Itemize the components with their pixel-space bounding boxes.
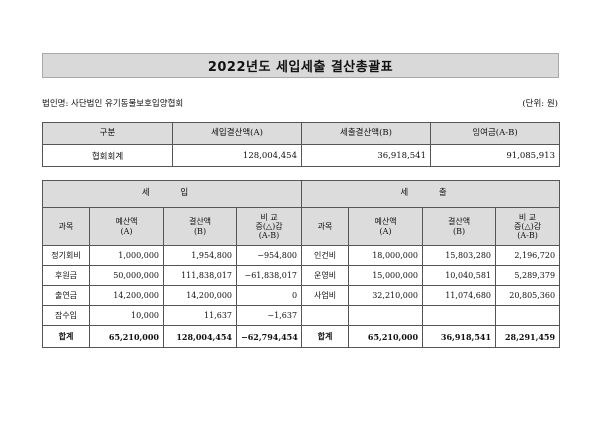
section-header-row: 세 입 세 출 [41,180,561,208]
revenue-total-actual: 128,004,454 [163,325,237,348]
table-row: 출연금 14,200,000 14,200,000 0 사업비 32,210,0… [42,285,561,306]
summary-category: 협회회계 [42,144,173,167]
expense-item: 운영비 [301,265,350,286]
expense-section-title: 세 출 [301,180,561,208]
column-header-row: 과목 예산액 (A) 결산액 (B) 비 교 증(△)감 (A-B) 과목 예산… [42,207,561,246]
revenue-actual: 11,637 [163,305,237,326]
revenue-actual: 111,838,017 [163,265,237,286]
revenue-item: 정기회비 [42,245,90,266]
expense-budget [348,305,424,326]
summary-table: 구분 세입결산액(A) 세출결산액(B) 잉여금(A-B) 협회회계 128,0… [42,122,560,167]
revenue-budget: 10,000 [89,305,164,326]
expense-item: 사업비 [301,285,350,306]
expense-budget: 32,210,000 [348,285,424,306]
revenue-diff: −61,838,017 [235,265,303,286]
unit-label: (단위: 원) [522,99,558,109]
expense-diff: 5,289,379 [495,265,561,286]
summary-expense: 36,918,541 [301,144,431,167]
expense-total-actual: 36,918,541 [422,325,497,348]
expense-total-diff: 28,291,459 [495,325,561,348]
expense-budget: 15,000,000 [348,265,424,286]
revenue-total-label: 합계 [42,325,90,348]
summary-header-expense: 세출결산액(B) [301,122,431,145]
revenue-header-item: 과목 [42,207,90,246]
organization-label: 법인명: 사단법인 유기동물보호입양협회 [42,99,184,109]
revenue-budget: 14,200,000 [89,285,164,306]
revenue-header-diff: 비 교 증(△)감 (A-B) [235,207,303,246]
expense-header-item: 과목 [301,207,350,246]
expense-header-budget: 예산액 (A) [348,207,424,246]
revenue-total-diff: −62,794,454 [235,325,303,348]
expense-budget: 18,000,000 [348,245,424,266]
summary-header-category: 구분 [42,122,173,145]
expense-actual [422,305,497,326]
revenue-section-title: 세 입 [41,180,303,208]
revenue-diff: −954,800 [235,245,303,266]
expense-total-label: 합계 [301,325,350,348]
revenue-header-actual: 결산액 (B) [163,207,237,246]
expense-actual: 11,074,680 [422,285,497,306]
expense-item [301,305,350,326]
summary-revenue: 128,004,454 [172,144,302,167]
revenue-header-budget: 예산액 (A) [89,207,164,246]
revenue-diff: 0 [235,285,303,306]
page-title: 2022년도 세입세출 결산총괄표 [42,53,559,78]
revenue-budget: 50,000,000 [89,265,164,286]
expense-actual: 10,040,581 [422,265,497,286]
summary-surplus: 91,085,913 [430,144,560,167]
table-row: 잡수입 10,000 11,637 −1,637 [42,305,561,326]
expense-actual: 15,803,280 [422,245,497,266]
expense-header-diff: 비 교 증(△)감 (A-B) [495,207,561,246]
revenue-budget: 1,000,000 [89,245,164,266]
revenue-total-budget: 65,210,000 [89,325,164,348]
expense-diff: 20,805,360 [495,285,561,306]
summary-header-row: 구분 세입결산액(A) 세출결산액(B) 잉여금(A-B) [42,122,560,145]
expense-header-actual: 결산액 (B) [422,207,497,246]
summary-header-revenue: 세입결산액(A) [172,122,302,145]
summary-row: 협회회계 128,004,454 36,918,541 91,085,913 [42,144,560,167]
expense-diff: 2,196,720 [495,245,561,266]
total-row: 합계 65,210,000 128,004,454 −62,794,454 합계… [42,325,561,348]
summary-header-surplus: 잉여금(A-B) [430,122,560,145]
table-row: 후원금 50,000,000 111,838,017 −61,838,017 운… [42,265,561,286]
revenue-item: 잡수입 [42,305,90,326]
revenue-actual: 1,954,800 [163,245,237,266]
expense-total-budget: 65,210,000 [348,325,424,348]
revenue-diff: −1,637 [235,305,303,326]
expense-item: 인건비 [301,245,350,266]
revenue-item: 출연금 [42,285,90,306]
expense-diff [495,305,561,326]
detail-table: 세 입 세 출 과목 예산액 (A) 결산액 (B) 비 교 증(△)감 (A-… [41,180,561,348]
revenue-actual: 14,200,000 [163,285,237,306]
revenue-item: 후원금 [42,265,90,286]
table-row: 정기회비 1,000,000 1,954,800 −954,800 인건비 18… [42,245,561,266]
